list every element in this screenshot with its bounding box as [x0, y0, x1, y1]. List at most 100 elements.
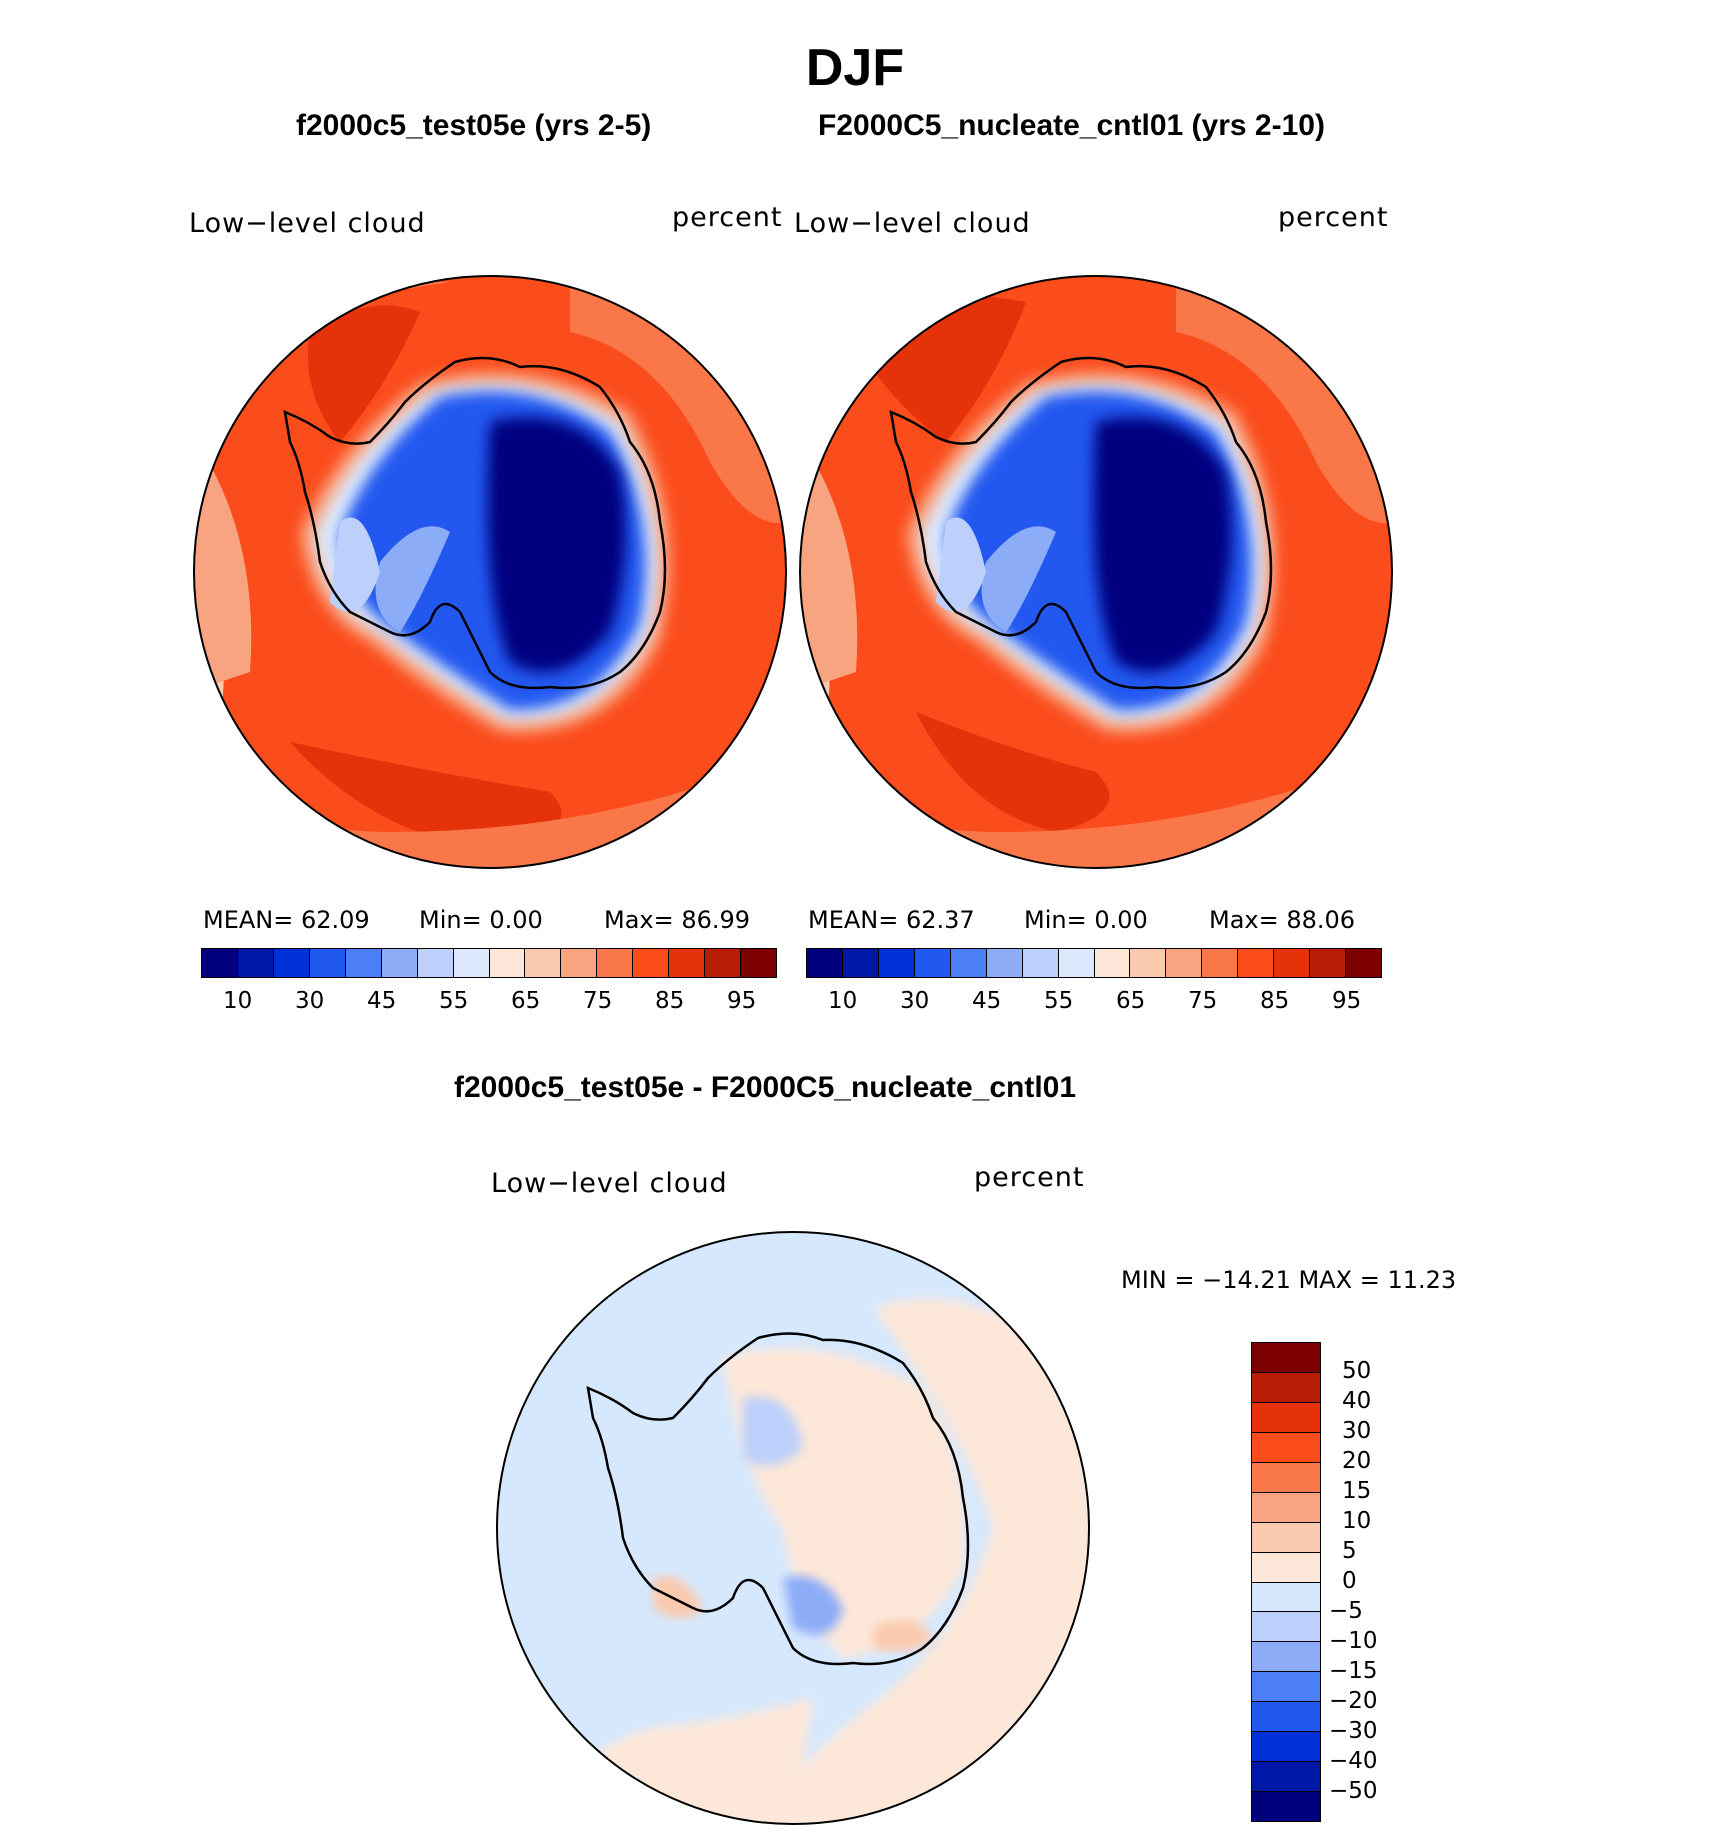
- colorbar-tick-label: 30: [1342, 1418, 1372, 1444]
- colorbar-tick-label: −30: [1329, 1718, 1378, 1744]
- mean-right: MEAN= 62.37: [808, 906, 975, 934]
- high-cloud-band-south: [290, 742, 562, 852]
- colorbar-right: [806, 948, 1382, 978]
- colorbar-swatch: [1166, 949, 1203, 977]
- colorbar-swatch: [1130, 949, 1167, 977]
- colorbar-tick-label: −20: [1329, 1688, 1378, 1714]
- colorbar-tick-label: 10: [828, 988, 858, 1014]
- colorbar-tick-label: 40: [1342, 1388, 1372, 1414]
- colorbar-swatch: [1252, 1762, 1320, 1793]
- colorbar-swatch: [669, 949, 706, 977]
- colorbar-diff: [1251, 1342, 1321, 1822]
- antarctica-coastline: [283, 356, 667, 690]
- diff-minmax: MIN = −14.21 MAX = 11.23: [1121, 1266, 1457, 1294]
- colorbar-swatch: [417, 949, 454, 977]
- colorbar-tick-label: 75: [1188, 988, 1218, 1014]
- high-cloud-band-south: [916, 712, 1110, 832]
- colorbar-tick-label: −10: [1329, 1628, 1378, 1654]
- colorbar-tick-label: 85: [655, 988, 685, 1014]
- colorbar-tick-label: 45: [367, 988, 397, 1014]
- colorbar-swatch: [1252, 1582, 1320, 1613]
- field-label-diff: Low−level cloud: [491, 1168, 728, 1199]
- colorbar-swatch: [1202, 949, 1239, 977]
- colorbar-swatch: [597, 949, 634, 977]
- units-label-right: percent: [1278, 202, 1389, 233]
- colorbar-swatch: [1058, 949, 1095, 977]
- field-label-left: Low−level cloud: [189, 208, 426, 239]
- colorbar-swatch: [1252, 1792, 1320, 1821]
- colorbar-tick-label: 65: [1116, 988, 1146, 1014]
- mean-left: MEAN= 62.09: [203, 906, 370, 934]
- colorbar-tick-label: 55: [1044, 988, 1074, 1014]
- diff-positive-east: [743, 1299, 1089, 1824]
- diff-title: f2000c5_test05e - F2000C5_nucleate_cntl0…: [454, 1071, 1077, 1104]
- colorbar-swatch: [1252, 1522, 1320, 1553]
- colorbar-swatch: [1238, 949, 1275, 977]
- colorbar-swatch: [1252, 1492, 1320, 1523]
- colorbar-swatch: [309, 949, 346, 977]
- colorbar-swatch: [842, 949, 879, 977]
- colorbar-swatch: [381, 949, 418, 977]
- units-label-left: percent: [672, 202, 783, 233]
- colorbar-tick-label: 20: [1342, 1448, 1372, 1474]
- colorbar-tick-label: −50: [1329, 1778, 1378, 1804]
- colorbar-swatch: [1252, 1552, 1320, 1583]
- colorbar-swatch: [561, 949, 598, 977]
- colorbar-tick-label: 85: [1260, 988, 1290, 1014]
- colorbar-swatch: [1094, 949, 1131, 977]
- colorbar-swatch: [633, 949, 670, 977]
- colorbar-swatch: [1252, 1343, 1320, 1373]
- min-left: Min= 0.00: [419, 906, 543, 934]
- colorbar-swatch: [1274, 949, 1311, 977]
- main-title: DJF: [805, 39, 905, 97]
- field-label-right: Low−level cloud: [794, 208, 1031, 239]
- colorbar-swatch: [489, 949, 526, 977]
- diff-negative-patch-2: [783, 1576, 843, 1635]
- colorbar-swatch: [807, 949, 843, 977]
- max-left: Max= 86.99: [604, 906, 751, 934]
- colorbar-tick-label: −40: [1329, 1748, 1378, 1774]
- polar-map-diff: [496, 1231, 1090, 1825]
- colorbar-left: [201, 948, 777, 978]
- colorbar-tick-label: 50: [1342, 1358, 1372, 1384]
- colorbar-tick-label: −15: [1329, 1658, 1378, 1684]
- min-right: Min= 0.00: [1024, 906, 1148, 934]
- map-boundary: [193, 275, 787, 869]
- colorbar-swatch: [1346, 949, 1381, 977]
- colorbar-swatch: [878, 949, 915, 977]
- colorbar-tick-label: 75: [583, 988, 613, 1014]
- colorbar-tick-label: 5: [1342, 1538, 1357, 1564]
- antarctica-coastline: [889, 356, 1273, 690]
- colorbar-tick-label: 95: [1332, 988, 1362, 1014]
- colorbar-swatch: [1022, 949, 1059, 977]
- colorbar-swatch: [1252, 1372, 1320, 1403]
- panel-title-left: f2000c5_test05e (yrs 2-5): [296, 109, 652, 142]
- colorbar-swatch: [914, 949, 951, 977]
- colorbar-swatch: [273, 949, 310, 977]
- colorbar-tick-label: 10: [1342, 1508, 1372, 1534]
- map-boundary: [799, 275, 1393, 869]
- colorbar-swatch: [453, 949, 490, 977]
- polar-map-left: [193, 275, 787, 869]
- colorbar-tick-label: 45: [972, 988, 1002, 1014]
- max-right: Max= 88.06: [1209, 906, 1356, 934]
- diff-positive-patch: [873, 1620, 933, 1652]
- colorbar-swatch: [345, 949, 382, 977]
- colorbar-swatch: [1310, 949, 1347, 977]
- colorbar-tick-label: 30: [900, 988, 930, 1014]
- antarctica-coastline: [586, 1332, 970, 1666]
- colorbar-swatch: [1252, 1402, 1320, 1433]
- colorbar-swatch: [986, 949, 1023, 977]
- colorbar-swatch: [1252, 1642, 1320, 1673]
- colorbar-tick-label: 0: [1342, 1568, 1357, 1594]
- high-cloud-patch-north: [308, 305, 420, 442]
- colorbar-tick-label: 95: [727, 988, 757, 1014]
- colorbar-tick-label: 10: [223, 988, 253, 1014]
- polar-map-right: [799, 275, 1393, 869]
- colorbar-tick-label: −5: [1329, 1598, 1363, 1624]
- units-label-diff: percent: [974, 1162, 1085, 1193]
- colorbar-swatch: [525, 949, 562, 977]
- colorbar-swatch: [741, 949, 776, 977]
- colorbar-tick-label: 55: [439, 988, 469, 1014]
- colorbar-swatch: [1252, 1462, 1320, 1493]
